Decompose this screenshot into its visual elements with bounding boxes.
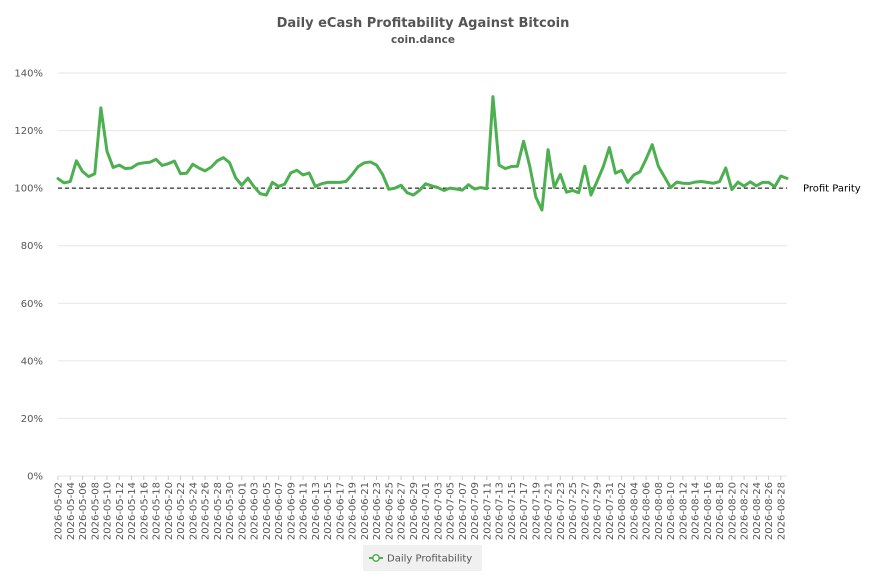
x-tick-label: 2026-08-18 [715, 482, 726, 540]
x-tick-label: 2026-07-27 [580, 482, 591, 540]
x-tick-label: 2026-08-06 [642, 482, 653, 540]
x-tick-label: 2026-08-26 [764, 482, 775, 540]
x-tick-label: 2026-05-20 [164, 482, 175, 540]
x-tick-label: 2026-08-24 [752, 482, 763, 540]
x-tick-label: 2026-06-27 [397, 482, 408, 540]
x-tick-label: 2026-05-24 [188, 482, 199, 540]
y-axis: 0% 20% 40% 60% 80% 100% 120% 140% [14, 69, 43, 483]
x-tick-label: 2026-05-16 [139, 482, 150, 540]
profit-parity-label: Profit Parity [803, 184, 861, 195]
x-axis: 2026-05-02 2026-05-04 2026-05-06 2026-05-08… [54, 476, 787, 540]
x-tick-label: 2026-05-30 [225, 482, 236, 540]
x-tick-label: 2026-07-31 [605, 482, 616, 540]
x-tick-label: 2026-06-15 [323, 482, 334, 540]
x-tick-label: 2026-06-07 [274, 482, 285, 540]
x-tick-label: 2026-05-28 [213, 482, 224, 540]
x-tick-label: 2026-05-10 [103, 482, 114, 540]
x-tick-label: 2026-06-17 [335, 482, 346, 540]
x-tick-label: 2026-08-04 [629, 482, 640, 540]
series-line-daily-profitability[interactable] [56, 95, 789, 212]
x-tick-label: 2026-07-19 [531, 482, 542, 540]
chart-subtitle: coin.dance [391, 34, 455, 46]
x-tick-label: 2026-08-12 [678, 482, 689, 540]
series-layer [56, 95, 789, 212]
x-tick-label: 2026-06-11 [299, 482, 310, 540]
y-tick-label: 100% [14, 184, 43, 195]
x-tick-label: 2026-06-03 [250, 482, 261, 540]
y-tick-label: 40% [21, 356, 43, 367]
x-tick-label: 2026-06-29 [409, 482, 420, 540]
x-tick-label: 2026-07-29 [593, 482, 604, 540]
x-tick-label: 2026-08-10 [666, 482, 677, 540]
x-tick-label: 2026-05-14 [127, 482, 138, 540]
x-tick-label: 2026-07-17 [519, 482, 530, 540]
x-tick-label: 2026-08-16 [703, 482, 714, 540]
y-tick-label: 120% [14, 126, 43, 137]
x-tick-label: 2026-06-21 [360, 482, 371, 540]
x-tick-label: 2026-05-22 [176, 482, 187, 540]
x-tick-label: 2026-05-12 [115, 482, 126, 540]
legend-marker-icon [372, 554, 380, 562]
y-tick-label: 20% [21, 414, 43, 425]
x-tick-label: 2026-08-22 [740, 482, 751, 540]
x-tick-label: 2026-06-13 [311, 482, 322, 540]
y-tick-label: 0% [27, 472, 43, 483]
x-tick-label: 2026-06-23 [372, 482, 383, 540]
x-tick-label: 2026-05-26 [201, 482, 212, 540]
x-tick-label: 2026-07-23 [556, 482, 567, 540]
legend-label: Daily Profitability [387, 554, 472, 565]
x-tick-label: 2026-05-02 [54, 482, 65, 540]
x-tick-label: 2026-07-15 [507, 482, 518, 540]
y-tick-label: 60% [21, 299, 43, 310]
x-tick-label: 2026-06-01 [237, 482, 248, 540]
x-tick-label: 2026-07-03 [433, 482, 444, 540]
y-tick-label: 80% [21, 241, 43, 252]
x-tick-label: 2026-05-04 [66, 482, 77, 540]
chart-title: Daily eCash Profitability Against Bitcoi… [277, 16, 570, 31]
x-tick-label: 2026-08-20 [727, 482, 738, 540]
x-tick-label: 2026-06-09 [286, 482, 297, 540]
x-tick-label: 2026-07-25 [568, 482, 579, 540]
x-tick-label: 2026-07-09 [470, 482, 481, 540]
y-tick-label: 140% [14, 69, 43, 80]
x-tick-label: 2026-07-11 [482, 482, 493, 540]
x-tick-label: 2026-06-25 [384, 482, 395, 540]
x-tick-label: 2026-07-05 [446, 482, 457, 540]
x-tick-label: 2026-06-05 [262, 482, 273, 540]
x-tick-label: 2026-06-19 [348, 482, 359, 540]
x-tick-label: 2026-07-01 [421, 482, 432, 540]
x-tick-label: 2026-08-28 [776, 482, 787, 540]
x-tick-label: 2026-07-13 [495, 482, 506, 540]
x-tick-label: 2026-05-08 [90, 482, 101, 540]
legend[interactable]: Daily Profitability [363, 545, 482, 571]
x-tick-label: 2026-05-18 [152, 482, 163, 540]
x-tick-label: 2026-08-02 [617, 482, 628, 540]
x-tick-label: 2026-08-14 [691, 482, 702, 540]
x-tick-label: 2026-07-21 [544, 482, 555, 540]
x-tick-label: 2026-08-08 [654, 482, 665, 540]
x-tick-label: 2026-05-06 [78, 482, 89, 540]
x-tick-label: 2026-07-07 [458, 482, 469, 540]
